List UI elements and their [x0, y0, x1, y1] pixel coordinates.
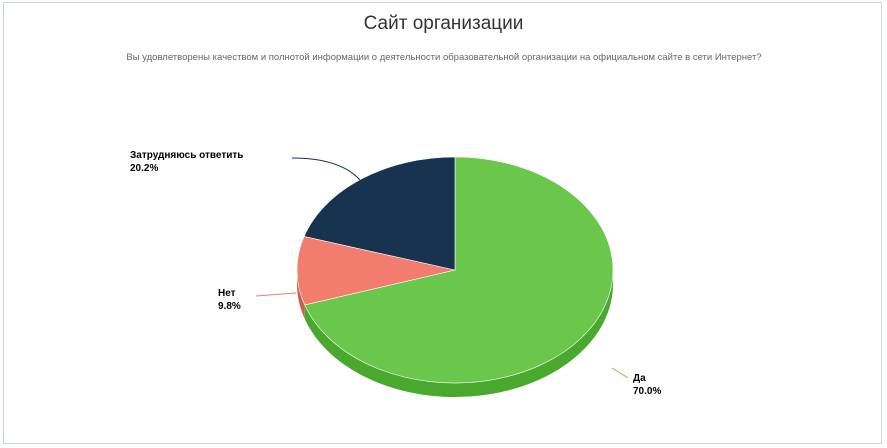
- pie-slice-3[interactable]: [303, 156, 456, 271]
- slice-label-value: 70.0%: [633, 386, 661, 397]
- pie-slice-1[interactable]: [304, 156, 614, 384]
- slice-label-value: 9.8%: [218, 301, 241, 312]
- slice-label-name: Затрудняюсь ответить: [130, 150, 243, 161]
- slice-label-value: 20.2%: [130, 163, 158, 174]
- slice-label-name: Да: [633, 373, 646, 384]
- leader-line: [255, 292, 297, 297]
- leader-line: [291, 157, 361, 181]
- chart-subtitle: Вы удовлетворены качеством и полнотой ин…: [126, 52, 762, 63]
- slice-label-name: Нет: [218, 288, 236, 299]
- chart-title: Сайт организации: [363, 13, 524, 34]
- leader-line: [611, 367, 629, 379]
- pie-slice-2[interactable]: [296, 236, 456, 306]
- pie-slice-side: [297, 270, 305, 319]
